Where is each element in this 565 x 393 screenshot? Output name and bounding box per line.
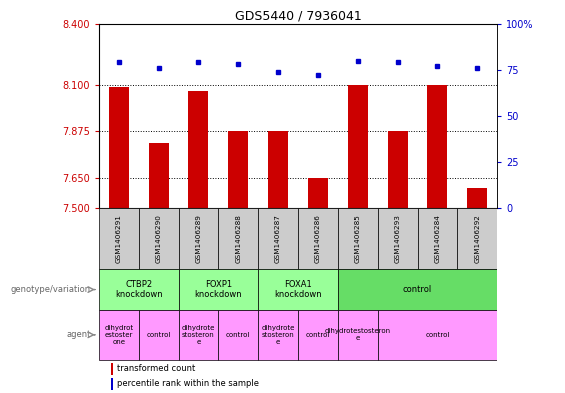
Text: control: control <box>403 285 432 294</box>
Text: dihydrote
stosteron
e: dihydrote stosteron e <box>182 325 215 345</box>
Bar <box>428 85 447 208</box>
Bar <box>99 208 139 269</box>
Bar <box>189 91 208 208</box>
Bar <box>219 310 258 360</box>
Bar <box>348 85 368 208</box>
Text: control: control <box>425 332 450 338</box>
Text: dihydrote
stosteron
e: dihydrote stosteron e <box>262 325 295 345</box>
Text: GSM1406285: GSM1406285 <box>355 214 361 263</box>
Bar <box>338 208 378 269</box>
Text: dihydrotestosteron
e: dihydrotestosteron e <box>325 328 391 341</box>
Bar <box>149 143 168 208</box>
Text: agent: agent <box>67 330 91 339</box>
Bar <box>139 208 179 269</box>
Bar <box>298 310 338 360</box>
Text: GSM1406287: GSM1406287 <box>275 214 281 263</box>
Bar <box>258 208 298 269</box>
Bar <box>268 131 288 208</box>
Bar <box>378 310 497 360</box>
Text: GSM1406286: GSM1406286 <box>315 214 321 263</box>
Bar <box>179 269 258 310</box>
Text: CTBP2
knockdown: CTBP2 knockdown <box>115 280 163 299</box>
Text: GSM1406292: GSM1406292 <box>474 214 480 263</box>
Bar <box>388 131 407 208</box>
Text: GSM1406293: GSM1406293 <box>394 214 401 263</box>
Bar <box>139 310 179 360</box>
Bar <box>179 310 219 360</box>
Text: control: control <box>146 332 171 338</box>
Text: dihydrot
estoster
one: dihydrot estoster one <box>104 325 133 345</box>
Text: FOXP1
knockdown: FOXP1 knockdown <box>194 280 242 299</box>
Text: GSM1406284: GSM1406284 <box>434 214 441 263</box>
Bar <box>338 269 497 310</box>
Bar <box>111 378 113 390</box>
Text: GSM1406288: GSM1406288 <box>235 214 241 263</box>
Text: genotype/variation: genotype/variation <box>11 285 91 294</box>
Bar <box>109 87 129 208</box>
Text: percentile rank within the sample: percentile rank within the sample <box>117 379 259 388</box>
Text: FOXA1
knockdown: FOXA1 knockdown <box>274 280 322 299</box>
Bar <box>179 208 219 269</box>
Bar <box>418 208 458 269</box>
Bar <box>258 269 338 310</box>
Bar <box>99 269 179 310</box>
Bar <box>99 310 139 360</box>
Bar <box>308 178 328 208</box>
Bar <box>467 188 487 208</box>
Bar <box>228 131 248 208</box>
Bar <box>458 208 497 269</box>
Bar <box>338 310 378 360</box>
Title: GDS5440 / 7936041: GDS5440 / 7936041 <box>234 9 362 22</box>
Text: control: control <box>226 332 250 338</box>
Text: control: control <box>306 332 330 338</box>
Bar <box>298 208 338 269</box>
Text: GSM1406291: GSM1406291 <box>116 214 122 263</box>
Bar <box>378 208 418 269</box>
Bar <box>219 208 258 269</box>
Text: GSM1406289: GSM1406289 <box>195 214 202 263</box>
Bar <box>258 310 298 360</box>
Bar <box>111 363 113 375</box>
Text: transformed count: transformed count <box>117 364 195 373</box>
Text: GSM1406290: GSM1406290 <box>155 214 162 263</box>
